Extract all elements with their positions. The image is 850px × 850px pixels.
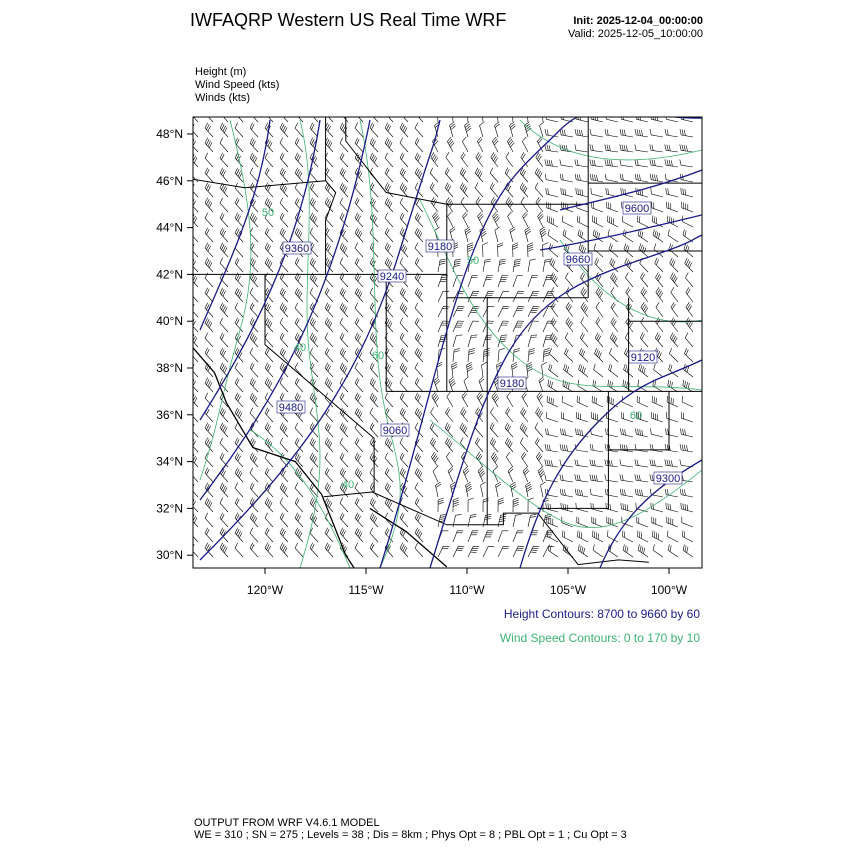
speed-contour: [559, 239, 702, 323]
label-box: [380, 423, 410, 437]
lon-label: 110°W: [449, 583, 485, 597]
speed-contour-label: 40: [294, 342, 306, 354]
speed-contour: [199, 119, 252, 481]
field-label: Wind Speed (kts): [195, 79, 279, 91]
map-area: 9360 9180 9240 9600 9660 9120 9180 9480 9060 9300…: [193, 117, 702, 568]
lat-label: 40°N: [156, 314, 183, 328]
speed-contour-label: 50: [467, 255, 479, 267]
boundary: [537, 391, 609, 509]
label-box: [425, 239, 455, 253]
label-box: [282, 241, 312, 255]
height-contour-label: 9240: [380, 271, 404, 283]
height-contour: [199, 119, 371, 501]
lon-label: 100°W: [651, 583, 688, 597]
height-contour: [429, 234, 702, 568]
height-contour-label: 9180: [500, 378, 524, 390]
label-box: [497, 376, 527, 390]
speed-contour-label: 50: [262, 207, 274, 219]
height-legend: Height Contours: 8700 to 9660 by 60: [504, 607, 700, 621]
speed-contour-label: 60: [372, 350, 384, 362]
lat-label: 48°N: [156, 127, 183, 141]
lon-label: 105°W: [550, 583, 587, 597]
speed-contour: [519, 119, 702, 161]
label-box: [628, 350, 658, 364]
coastline: [193, 346, 355, 568]
lon-label: 120°W: [247, 583, 284, 597]
height-contour: [559, 169, 702, 211]
lat-label: 34°N: [156, 455, 183, 469]
boundary: [325, 117, 337, 275]
height-contour-label: 9180: [428, 241, 452, 253]
footer-line: OUTPUT FROM WRF V4.6.1 MODEL: [194, 817, 380, 829]
label-box: [377, 269, 407, 283]
coastline: [369, 507, 448, 568]
speed-contour: [429, 419, 702, 528]
field-label: Height (m): [195, 66, 246, 78]
height-contour: [199, 119, 321, 421]
lat-label: 38°N: [156, 361, 183, 375]
map-frame: [192, 116, 703, 569]
height-contour-label: 9360: [285, 243, 309, 255]
boundary: [264, 274, 375, 439]
height-contour: [379, 117, 702, 568]
boundary: [608, 391, 670, 451]
height-contour-label: 9060: [383, 425, 407, 437]
boundary: [323, 491, 649, 566]
valid-time: Valid: 2025-12-05_10:00:00: [568, 28, 703, 40]
lat-label: 36°N: [156, 408, 183, 422]
lat-label: 44°N: [156, 221, 183, 235]
lat-label: 46°N: [156, 174, 183, 188]
boundary: [193, 178, 326, 189]
title: IWFAQRP Western US Real Time WRF: [190, 10, 506, 30]
speed-contour-label: 60: [630, 410, 642, 422]
height-contour: [599, 459, 702, 568]
init-time: Init: 2025-12-04_00:00:00: [573, 15, 703, 27]
height-contour: [199, 119, 271, 331]
footer-line: WE = 310 ; SN = 275 ; Levels = 38 ; Dis …: [194, 829, 627, 841]
height-contour-label: 9480: [279, 402, 303, 414]
lat-label: 32°N: [156, 501, 183, 515]
speed-contour-label: 40: [342, 479, 354, 491]
label-box: [653, 471, 683, 485]
field-label: Winds (kts): [195, 92, 250, 104]
label-box: [563, 252, 593, 266]
speed-contour: [249, 429, 351, 568]
speed-contour: [359, 119, 401, 568]
height-contour: [539, 214, 702, 251]
height-contour: [519, 359, 702, 568]
speed-legend: Wind Speed Contours: 0 to 170 by 10: [500, 631, 700, 645]
label-box: [276, 400, 306, 414]
height-contour-label: 9120: [631, 352, 655, 364]
lat-label: 42°N: [156, 267, 183, 281]
height-contour-label: 9300: [656, 473, 680, 485]
lat-label: 30°N: [156, 548, 183, 562]
height-contour-label: 9600: [625, 203, 649, 215]
lon-label: 115°W: [348, 583, 384, 597]
label-box: [622, 201, 652, 215]
height-contour-label: 9660: [566, 254, 590, 266]
